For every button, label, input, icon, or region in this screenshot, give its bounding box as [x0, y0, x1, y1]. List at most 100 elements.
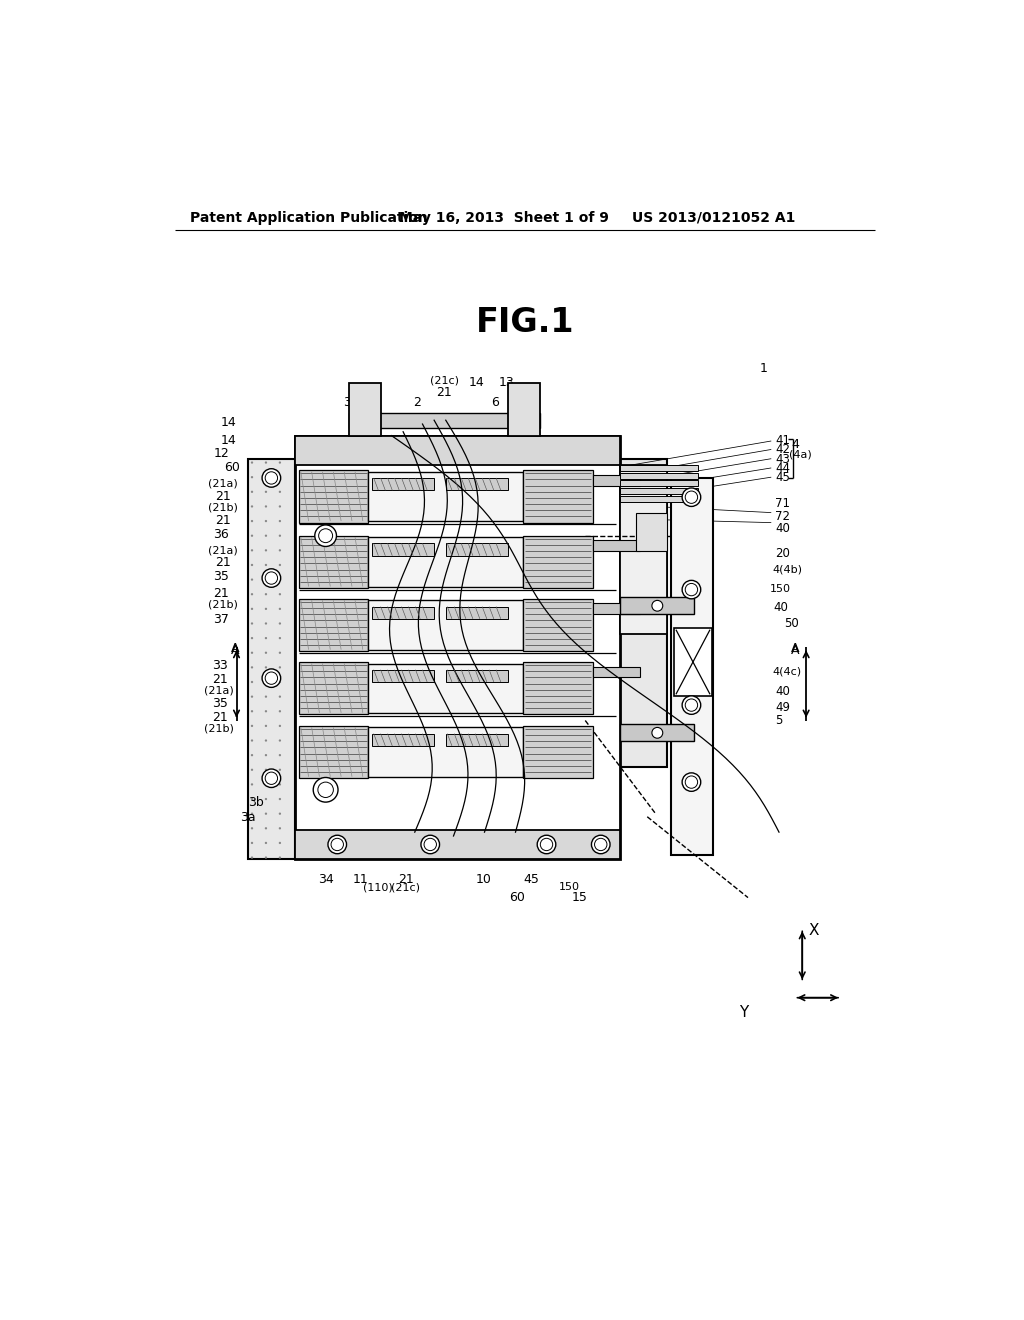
- Bar: [523, 663, 593, 714]
- Text: (4a): (4a): [790, 449, 812, 459]
- Text: 150: 150: [559, 882, 580, 892]
- Circle shape: [251, 638, 253, 639]
- Bar: [248, 459, 295, 859]
- Text: (110): (110): [362, 882, 392, 892]
- Bar: [369, 471, 523, 521]
- Circle shape: [265, 535, 267, 537]
- Circle shape: [265, 491, 267, 492]
- Circle shape: [279, 696, 281, 698]
- Bar: [621, 473, 697, 479]
- Text: (21a): (21a): [204, 685, 233, 696]
- Text: Y: Y: [738, 1006, 748, 1020]
- Circle shape: [265, 520, 267, 523]
- Bar: [445, 669, 508, 682]
- Circle shape: [279, 462, 281, 463]
- Circle shape: [265, 462, 267, 463]
- Bar: [372, 478, 434, 490]
- Text: (21c): (21c): [430, 376, 459, 385]
- Text: (21b): (21b): [204, 723, 233, 734]
- Bar: [372, 734, 434, 746]
- Bar: [369, 664, 523, 713]
- Bar: [621, 459, 667, 767]
- Text: 2: 2: [414, 396, 421, 409]
- Text: 43: 43: [775, 453, 790, 466]
- Bar: [369, 537, 523, 586]
- Text: 21: 21: [397, 873, 414, 886]
- Text: 21: 21: [216, 490, 231, 503]
- Text: 49: 49: [775, 701, 791, 714]
- Circle shape: [265, 506, 267, 508]
- Text: 13: 13: [499, 376, 514, 388]
- Circle shape: [592, 836, 610, 854]
- Circle shape: [279, 828, 281, 829]
- Circle shape: [279, 842, 281, 843]
- Circle shape: [251, 696, 253, 698]
- Circle shape: [265, 710, 267, 713]
- Bar: [349, 412, 541, 428]
- Circle shape: [262, 669, 281, 688]
- Circle shape: [251, 520, 253, 523]
- Bar: [369, 601, 523, 649]
- Bar: [445, 544, 508, 556]
- Text: 6: 6: [490, 396, 499, 409]
- Circle shape: [265, 593, 267, 595]
- Text: 3a: 3a: [241, 812, 256, 825]
- Bar: [621, 597, 693, 614]
- Bar: [621, 488, 697, 494]
- Bar: [621, 496, 697, 502]
- Circle shape: [421, 836, 439, 854]
- Bar: [445, 607, 508, 619]
- Text: (21b): (21b): [208, 503, 238, 512]
- Circle shape: [538, 836, 556, 854]
- Circle shape: [265, 754, 267, 756]
- Circle shape: [279, 739, 281, 742]
- Text: 45: 45: [523, 873, 539, 886]
- Text: 10: 10: [475, 873, 492, 886]
- Text: 11: 11: [352, 873, 369, 886]
- Circle shape: [279, 710, 281, 713]
- Circle shape: [265, 783, 267, 785]
- Text: (21a): (21a): [208, 479, 238, 488]
- Text: US 2013/0121052 A1: US 2013/0121052 A1: [632, 211, 795, 224]
- Circle shape: [682, 581, 700, 599]
- Text: 33: 33: [343, 396, 359, 409]
- Circle shape: [265, 768, 267, 771]
- Text: 3b: 3b: [248, 796, 264, 809]
- Circle shape: [262, 770, 281, 788]
- Text: A: A: [791, 642, 799, 655]
- Circle shape: [251, 739, 253, 742]
- Text: FIG.1: FIG.1: [475, 306, 574, 339]
- Text: (21b): (21b): [208, 599, 238, 610]
- Bar: [372, 607, 434, 619]
- Text: 4(4b): 4(4b): [773, 565, 803, 576]
- Text: 14: 14: [469, 376, 484, 388]
- Text: 21: 21: [212, 711, 227, 725]
- Circle shape: [265, 842, 267, 843]
- Bar: [299, 536, 369, 589]
- Text: A: A: [231, 644, 240, 656]
- Text: 60: 60: [224, 461, 240, 474]
- Text: 40: 40: [775, 685, 790, 698]
- Text: 21: 21: [216, 515, 231, 527]
- Circle shape: [265, 607, 267, 610]
- Circle shape: [251, 607, 253, 610]
- Bar: [523, 599, 593, 651]
- Text: 12: 12: [213, 447, 229, 461]
- Text: 40: 40: [773, 601, 788, 614]
- Circle shape: [251, 828, 253, 829]
- Bar: [299, 663, 369, 714]
- Text: 21: 21: [436, 385, 453, 399]
- Bar: [593, 475, 640, 486]
- Text: (21c): (21c): [391, 882, 421, 892]
- Text: 4(4c): 4(4c): [773, 667, 802, 677]
- Text: 4: 4: [792, 438, 800, 451]
- Text: 44: 44: [775, 462, 791, 475]
- Circle shape: [279, 477, 281, 478]
- Bar: [349, 383, 381, 436]
- Circle shape: [251, 783, 253, 785]
- Circle shape: [279, 797, 281, 800]
- Bar: [295, 436, 621, 859]
- Circle shape: [265, 739, 267, 742]
- Circle shape: [279, 652, 281, 653]
- Text: Patent Application Publication: Patent Application Publication: [190, 211, 428, 224]
